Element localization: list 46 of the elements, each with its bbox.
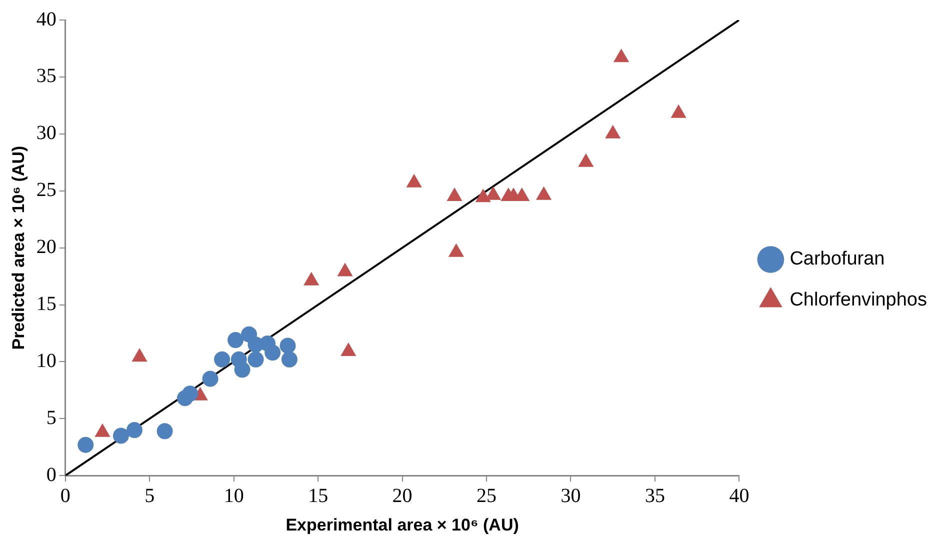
point	[613, 48, 630, 62]
point	[448, 243, 464, 257]
point	[182, 386, 198, 402]
x-tick-label: 15	[308, 484, 328, 507]
x-axis-title: Experimental area × 10⁶ (AU)	[286, 515, 519, 534]
point	[78, 436, 94, 453]
y-tick-label: 20	[36, 236, 56, 258]
x-tick-label: 10	[224, 484, 244, 507]
point	[578, 153, 594, 167]
x-tick-label: 0	[60, 484, 70, 507]
legend-label: Chlorfenvinphos	[790, 290, 928, 311]
y-tick-label: 15	[36, 293, 56, 315]
point	[264, 344, 281, 361]
point	[475, 188, 491, 202]
point	[406, 174, 422, 188]
point	[234, 362, 250, 378]
point	[536, 186, 552, 200]
point	[126, 422, 142, 438]
legend-label: Carbofuran	[790, 248, 885, 270]
point	[304, 272, 320, 286]
x-tick-label: 25	[476, 484, 497, 507]
point	[605, 124, 621, 138]
point	[202, 370, 218, 387]
x-tick-label: 35	[644, 484, 665, 507]
point	[281, 351, 298, 368]
y-tick-label: 10	[36, 350, 56, 372]
x-tick-label: 30	[560, 484, 581, 507]
point	[228, 332, 244, 348]
y-tick-label: 5	[46, 406, 56, 429]
point	[214, 351, 230, 368]
x-tick-label: 40	[729, 484, 750, 507]
x-tick-label: 20	[392, 484, 412, 507]
y-tick-label: 0	[46, 464, 56, 486]
point	[248, 351, 264, 368]
y-axis-title: Predicted area × 10⁶ (AU)	[8, 146, 28, 350]
x-tick-label: 5	[144, 484, 155, 507]
point	[446, 188, 462, 202]
y-tick-label: 40	[36, 8, 56, 30]
y-tick-label: 35	[36, 65, 56, 88]
point	[156, 423, 173, 440]
y-tick-label: 25	[36, 179, 56, 202]
point	[670, 104, 686, 118]
point	[112, 428, 129, 444]
point	[337, 262, 353, 276]
y-tick-label: 30	[36, 122, 56, 144]
point	[280, 338, 296, 354]
